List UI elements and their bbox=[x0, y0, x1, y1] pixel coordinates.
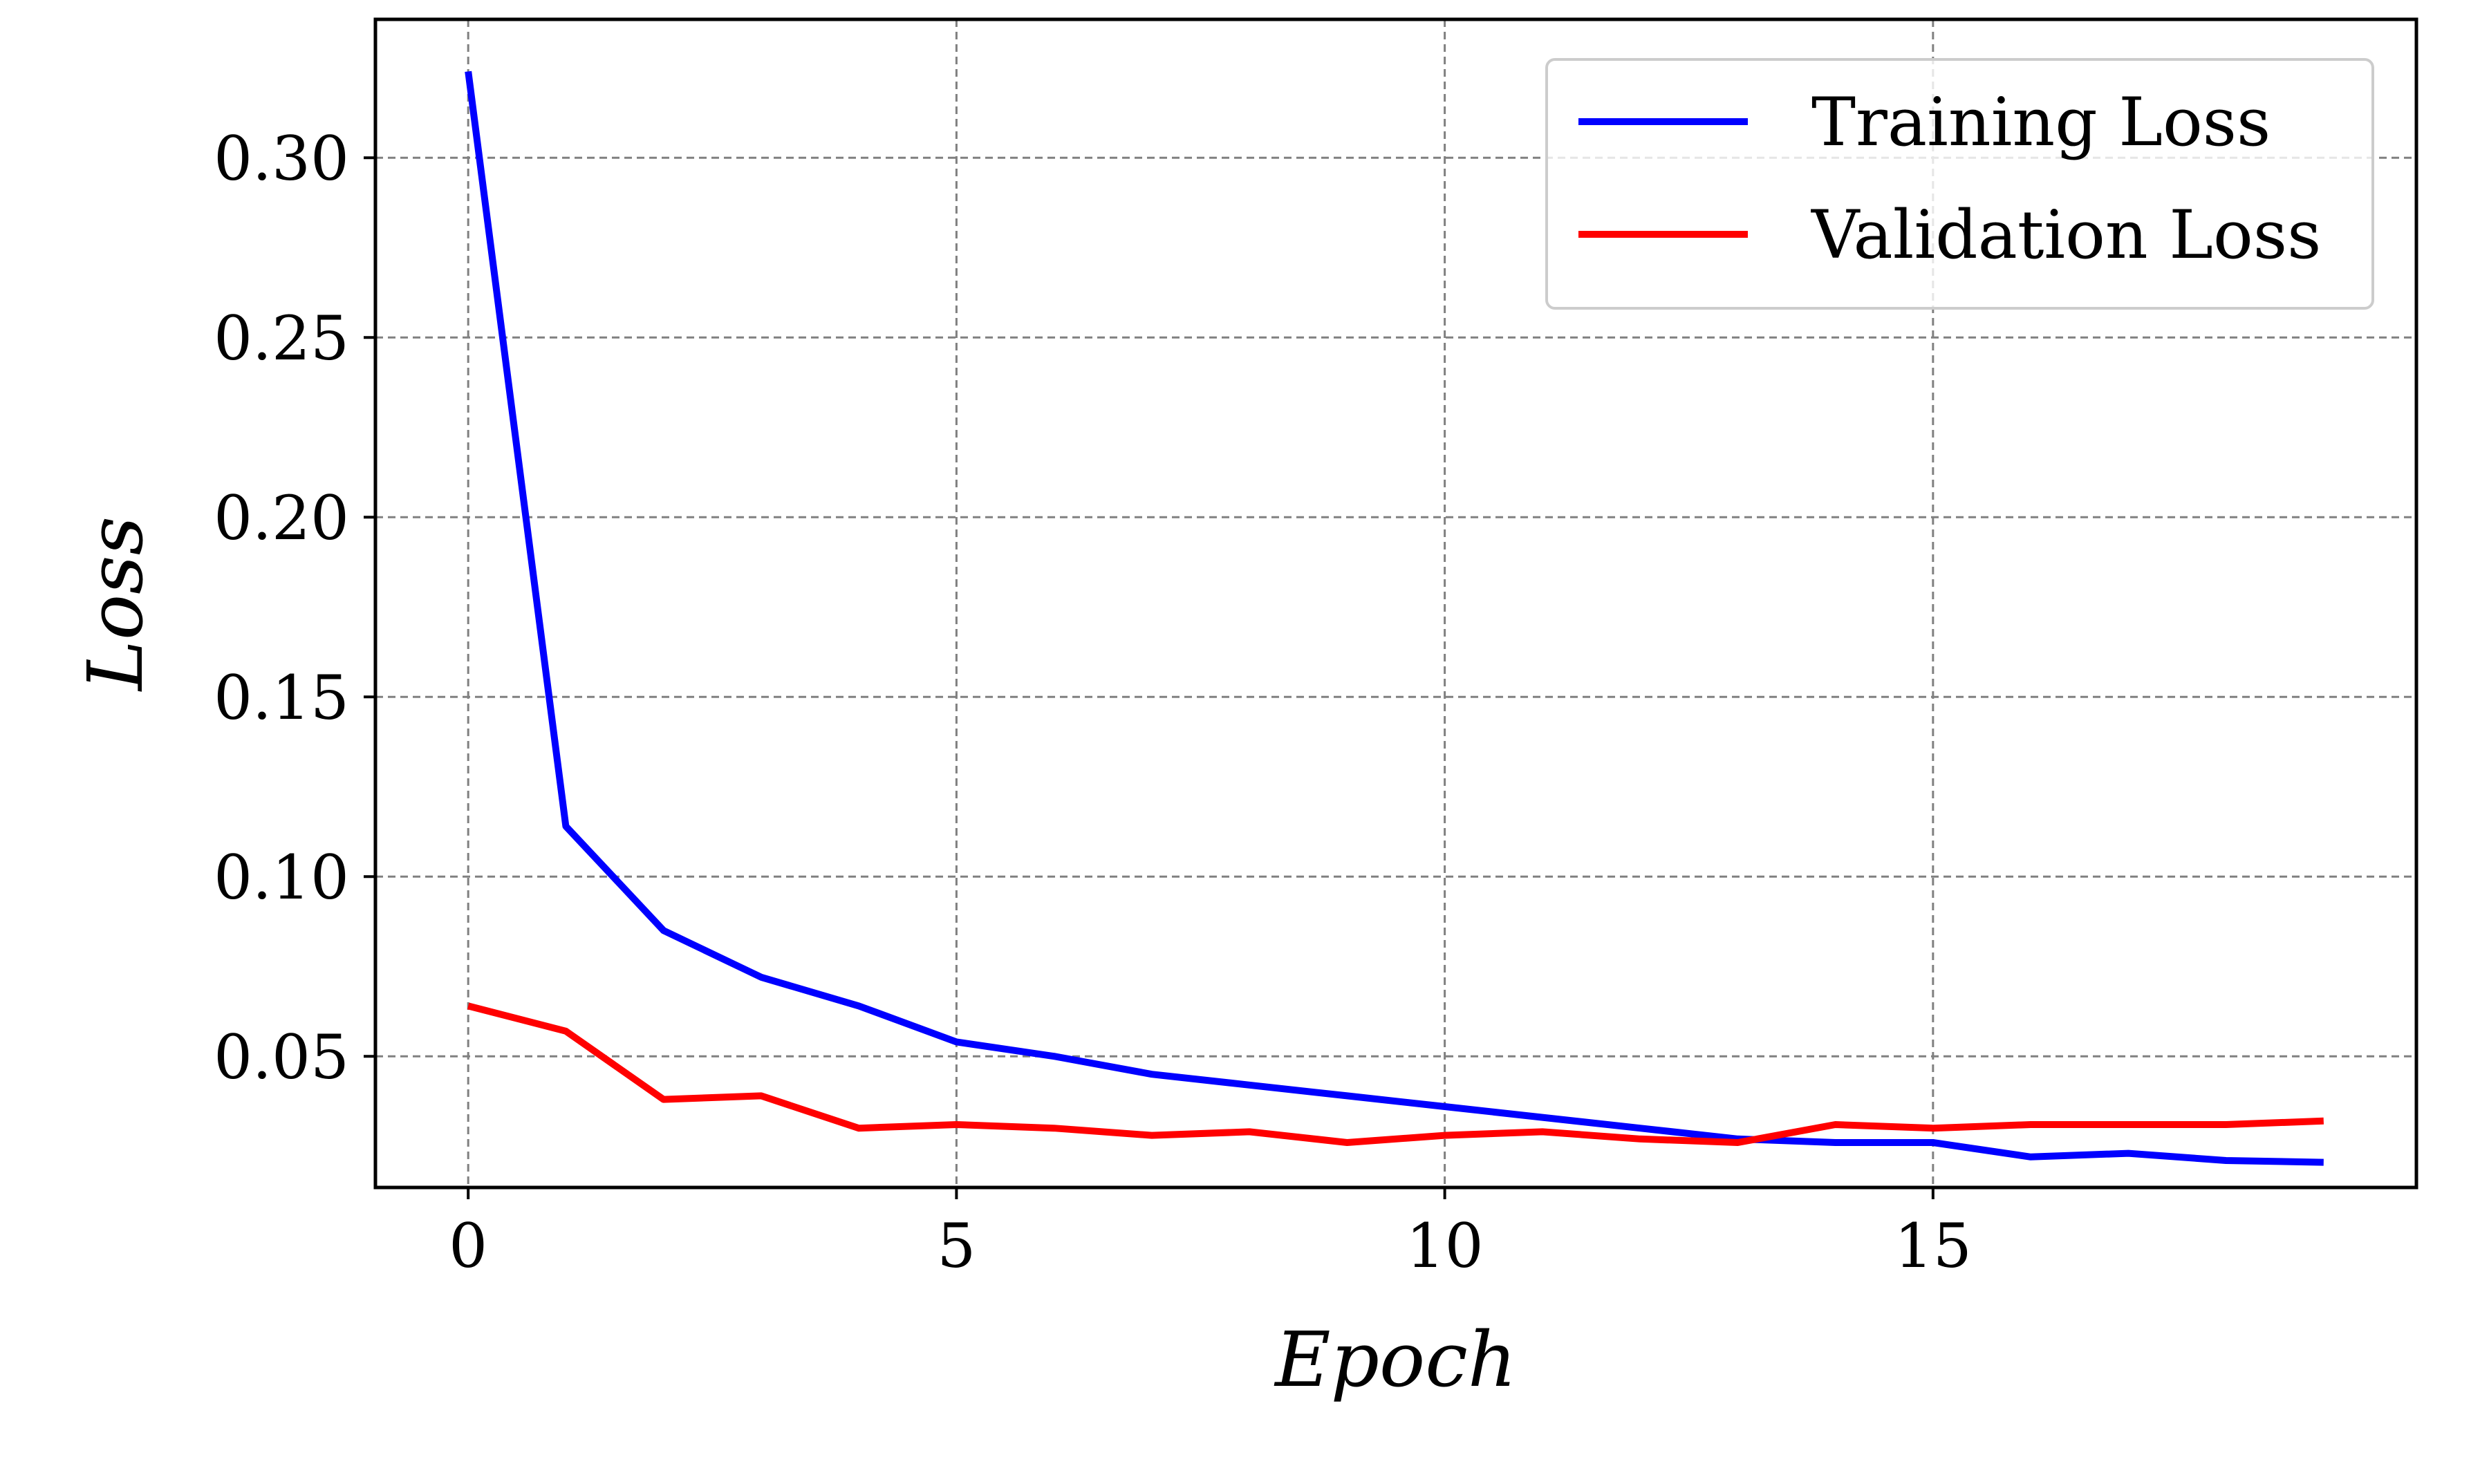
legend-label-validation-loss: Validation Loss bbox=[1811, 196, 2321, 274]
legend-box bbox=[1545, 58, 2374, 310]
y-axis-title: Loss bbox=[71, 516, 160, 692]
x-tick-label: 0 bbox=[449, 1210, 487, 1281]
y-tick-label: 0.20 bbox=[214, 482, 349, 554]
x-tick-label: 5 bbox=[937, 1210, 976, 1281]
series-line-training-loss bbox=[465, 71, 2324, 1166]
y-tick-label: 0.30 bbox=[214, 123, 349, 194]
y-tick-label: 0.05 bbox=[214, 1022, 349, 1093]
x-tick-label: 10 bbox=[1406, 1210, 1484, 1281]
grid bbox=[375, 19, 2416, 1187]
series-lines bbox=[465, 71, 2324, 1166]
x-tick-label: 15 bbox=[1894, 1210, 1972, 1281]
plot-frame bbox=[373, 17, 2418, 1190]
legend-label-training-loss: Training Loss bbox=[1811, 84, 2271, 161]
axis-ticks: 0 5 10 15 0.05 0.10 0.15 0.20 0.25 0.30 bbox=[214, 123, 1972, 1281]
y-tick-label: 0.15 bbox=[214, 662, 349, 733]
y-tick-label: 0.25 bbox=[214, 303, 349, 374]
series-line-validation-loss bbox=[467, 1002, 2324, 1146]
x-axis-title: Epoch bbox=[1274, 1315, 1516, 1404]
y-tick-label: 0.10 bbox=[214, 842, 349, 913]
legend: Training Loss Validation Loss bbox=[1545, 58, 2374, 310]
